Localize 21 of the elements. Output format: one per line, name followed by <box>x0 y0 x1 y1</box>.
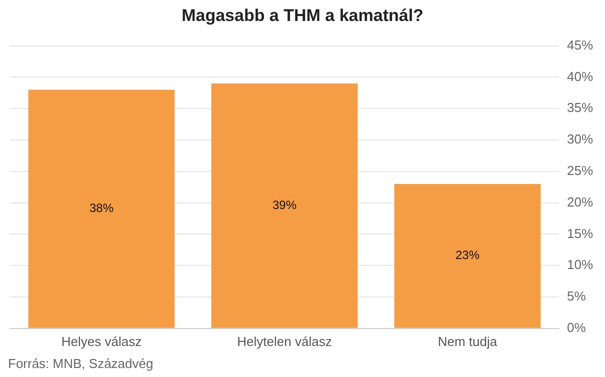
bar <box>28 90 175 328</box>
bar <box>394 184 541 328</box>
y-tick-label: 20% <box>566 194 594 210</box>
x-tick-label: Helytelen válasz <box>237 334 332 349</box>
y-tick-label: 0% <box>566 320 586 335</box>
y-tick-label: 15% <box>566 226 594 241</box>
data-label: 23% <box>455 248 480 262</box>
data-label: 39% <box>272 198 297 212</box>
y-tick-label: 45% <box>566 37 594 52</box>
y-tick-label: 30% <box>566 132 594 147</box>
text: Forrás: MNB, Századvég <box>8 356 154 371</box>
y-tick-label: 10% <box>566 257 594 272</box>
bar <box>211 83 358 328</box>
y-tick-label: 40% <box>566 68 594 84</box>
y-tick-label: 5% <box>566 288 586 304</box>
chart-title: Magasabb a THM a kamatnál? <box>180 6 424 26</box>
data-label: 38% <box>89 201 114 216</box>
y-tick-label: 25% <box>566 162 594 178</box>
x-tick-label: Helyes válasz <box>61 334 142 349</box>
x-tick-label: Nem tudja <box>438 334 498 349</box>
y-tick-label: 35% <box>566 100 594 116</box>
